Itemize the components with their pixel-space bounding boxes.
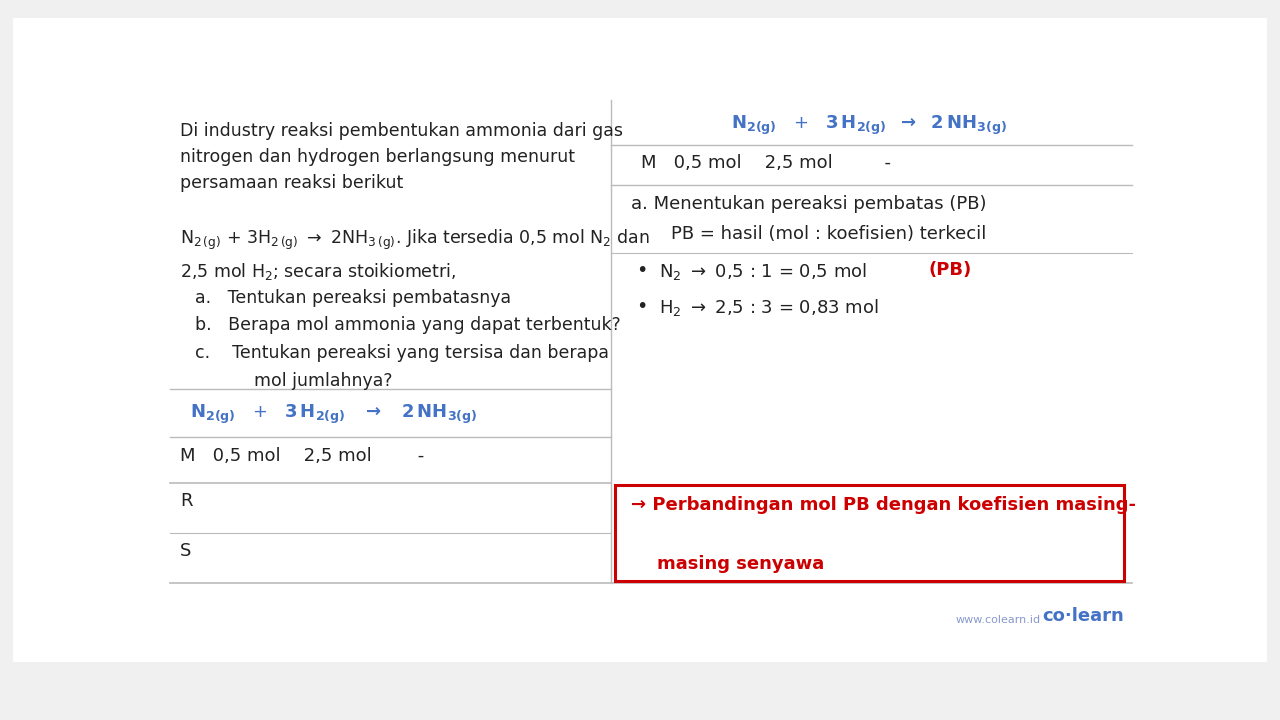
- Text: a.   Tentukan pereaksi pembatasnya: a. Tentukan pereaksi pembatasnya: [195, 289, 511, 307]
- Text: mol jumlahnya?: mol jumlahnya?: [255, 372, 393, 390]
- Text: PB = hasil (mol : koefisien) terkecil: PB = hasil (mol : koefisien) terkecil: [671, 225, 987, 243]
- Text: M   0,5 mol    2,5 mol         -: M 0,5 mol 2,5 mol -: [641, 154, 891, 172]
- Text: co·learn: co·learn: [1042, 607, 1124, 625]
- Text: (PB): (PB): [929, 261, 972, 279]
- Text: •: •: [636, 261, 648, 280]
- Text: masing senyawa: masing senyawa: [657, 555, 824, 573]
- Text: $\mathbf{N_{2(g)}}$   +   $\mathbf{3\,H_{2(g)}}$  $\mathbf{\rightarrow}$  $\math: $\mathbf{N_{2(g)}}$ + $\mathbf{3\,H_{2(g…: [731, 114, 1007, 138]
- Text: $\mathrm{N_2}$ $\rightarrow$ 0,5 : 1 = 0,5 mol: $\mathrm{N_2}$ $\rightarrow$ 0,5 : 1 = 0…: [659, 261, 867, 282]
- Text: 2,5 mol $\mathrm{H_2}$; secara stoikiometri,: 2,5 mol $\mathrm{H_2}$; secara stoikiome…: [179, 261, 456, 282]
- Text: R: R: [179, 492, 192, 510]
- FancyBboxPatch shape: [616, 485, 1124, 581]
- Text: www.colearn.id: www.colearn.id: [956, 616, 1041, 625]
- Text: S: S: [179, 542, 191, 560]
- Text: $\mathbf{N_{2(g)}}$   +   $\mathbf{3\,H_{2(g)}}$   $\mathbf{\rightarrow}$   $\ma: $\mathbf{N_{2(g)}}$ + $\mathbf{3\,H_{2(g…: [189, 402, 477, 426]
- Text: c.    Tentukan pereaksi yang tersisa dan berapa: c. Tentukan pereaksi yang tersisa dan be…: [195, 344, 609, 362]
- Text: $\mathrm{N_{2\,(g)}}$ $+$ $3\mathrm{H_{2\,(g)}}$ $\rightarrow$ $2\mathrm{NH_{3\,: $\mathrm{N_{2\,(g)}}$ $+$ $3\mathrm{H_{2…: [179, 228, 650, 252]
- Text: M   0,5 mol    2,5 mol        -: M 0,5 mol 2,5 mol -: [179, 446, 424, 465]
- Text: •: •: [636, 297, 648, 316]
- Text: Di industry reaksi pembentukan ammonia dari gas
nitrogen dan hydrogen berlangsun: Di industry reaksi pembentukan ammonia d…: [179, 122, 623, 192]
- Text: $\mathrm{H_2}$ $\rightarrow$ 2,5 : 3 = 0,83 mol: $\mathrm{H_2}$ $\rightarrow$ 2,5 : 3 = 0…: [659, 297, 878, 318]
- Text: a. Menentukan pereaksi pembatas (PB): a. Menentukan pereaksi pembatas (PB): [631, 194, 987, 212]
- Text: b.   Berapa mol ammonia yang dapat terbentuk?: b. Berapa mol ammonia yang dapat terbent…: [195, 317, 621, 335]
- Text: → Perbandingan mol PB dengan koefisien masing-: → Perbandingan mol PB dengan koefisien m…: [631, 495, 1137, 513]
